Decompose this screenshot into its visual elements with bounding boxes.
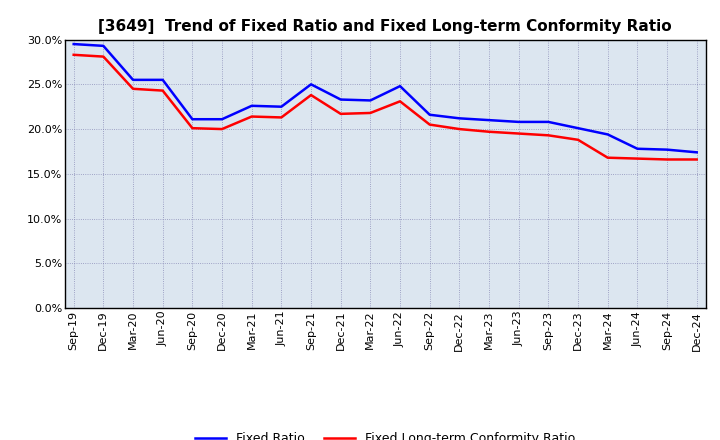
Fixed Ratio: [396, 84, 405, 89]
Fixed Ratio: [514, 119, 523, 125]
Fixed Long-term Conformity Ratio: [336, 111, 345, 117]
Fixed Long-term Conformity Ratio: [633, 156, 642, 161]
Fixed Long-term Conformity Ratio: [307, 92, 315, 98]
Fixed Long-term Conformity Ratio: [188, 125, 197, 131]
Fixed Ratio: [307, 82, 315, 87]
Fixed Long-term Conformity Ratio: [248, 114, 256, 119]
Fixed Ratio: [188, 117, 197, 122]
Fixed Ratio: [544, 119, 553, 125]
Fixed Ratio: [248, 103, 256, 108]
Fixed Ratio: [277, 104, 286, 109]
Fixed Ratio: [426, 112, 434, 117]
Fixed Ratio: [455, 116, 464, 121]
Fixed Long-term Conformity Ratio: [455, 126, 464, 132]
Fixed Long-term Conformity Ratio: [514, 131, 523, 136]
Fixed Ratio: [485, 117, 493, 123]
Fixed Ratio: [129, 77, 138, 82]
Fixed Long-term Conformity Ratio: [99, 54, 108, 59]
Line: Fixed Ratio: Fixed Ratio: [73, 44, 697, 152]
Fixed Long-term Conformity Ratio: [217, 126, 226, 132]
Fixed Ratio: [574, 125, 582, 131]
Fixed Long-term Conformity Ratio: [129, 86, 138, 92]
Fixed Ratio: [693, 150, 701, 155]
Fixed Long-term Conformity Ratio: [69, 52, 78, 58]
Fixed Ratio: [217, 117, 226, 122]
Fixed Ratio: [336, 97, 345, 102]
Fixed Long-term Conformity Ratio: [544, 133, 553, 138]
Legend: Fixed Ratio, Fixed Long-term Conformity Ratio: Fixed Ratio, Fixed Long-term Conformity …: [190, 427, 580, 440]
Fixed Long-term Conformity Ratio: [662, 157, 671, 162]
Fixed Long-term Conformity Ratio: [277, 115, 286, 120]
Fixed Long-term Conformity Ratio: [366, 110, 374, 116]
Fixed Ratio: [603, 132, 612, 137]
Fixed Ratio: [69, 41, 78, 47]
Fixed Long-term Conformity Ratio: [574, 137, 582, 143]
Line: Fixed Long-term Conformity Ratio: Fixed Long-term Conformity Ratio: [73, 55, 697, 159]
Fixed Ratio: [633, 146, 642, 151]
Fixed Ratio: [158, 77, 167, 82]
Fixed Long-term Conformity Ratio: [396, 99, 405, 104]
Fixed Long-term Conformity Ratio: [426, 122, 434, 127]
Title: [3649]  Trend of Fixed Ratio and Fixed Long-term Conformity Ratio: [3649] Trend of Fixed Ratio and Fixed Lo…: [99, 19, 672, 34]
Fixed Long-term Conformity Ratio: [485, 129, 493, 134]
Fixed Ratio: [366, 98, 374, 103]
Fixed Ratio: [662, 147, 671, 152]
Fixed Long-term Conformity Ratio: [693, 157, 701, 162]
Fixed Ratio: [99, 43, 108, 48]
Fixed Long-term Conformity Ratio: [603, 155, 612, 160]
Fixed Long-term Conformity Ratio: [158, 88, 167, 93]
